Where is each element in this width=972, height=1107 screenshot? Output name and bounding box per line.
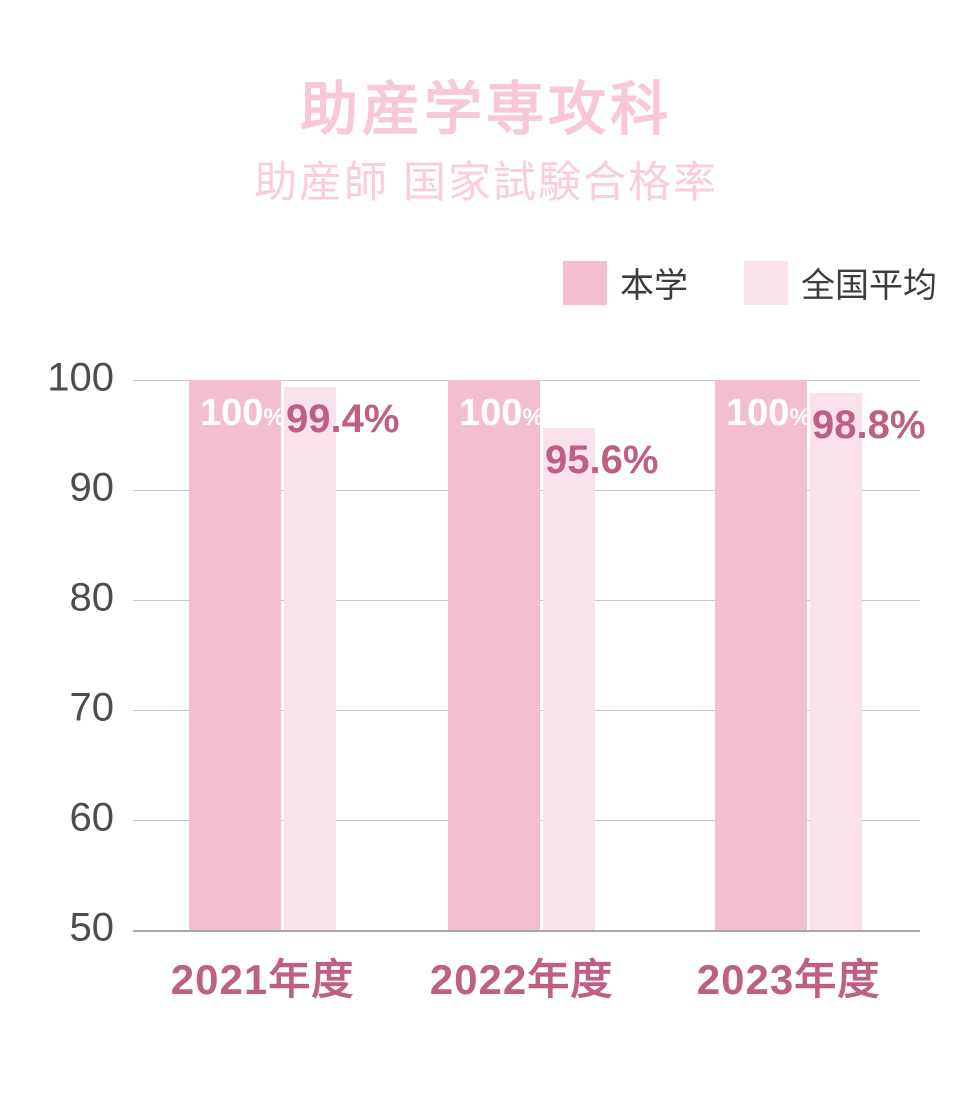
bar-value-main-2021年度: 100% [200,392,285,434]
bar-value-sub-2022年度: 95.6% [545,438,659,483]
x-axis-label-2022年度: 2022年度 [429,956,614,1003]
y-axis-tick-100: 100 [47,355,114,400]
y-axis-tick-60: 60 [69,795,115,840]
y-axis-tick-50: 50 [69,905,115,950]
legend-item-honbaku: 本学 [563,258,688,307]
legend-swatch-national-average [744,260,788,305]
bar-value-sub-2023年度: 98.8% [812,403,926,448]
bar-value-sub-2021年度: 99.4% [286,396,400,441]
bar-main-2021年度 [189,380,281,930]
legend: 本学 全国平均 [563,258,937,307]
y-axis-tick-90: 90 [69,465,115,510]
x-axis-label-2021年度: 2021年度 [170,956,355,1003]
bar-value-main-2023年度: 100% [726,392,811,434]
bar-sub-2022年度 [543,428,595,930]
bar-sub-2023年度 [810,393,862,930]
x-axis-label-2023年度: 2023年度 [696,956,881,1003]
bar-sub-2021年度 [284,386,336,930]
chart-title: 助産学専攻科 [299,77,672,142]
bar-main-2023年度 [715,380,807,930]
y-axis-tick-80: 80 [69,575,115,620]
legend-swatch-honbaku [563,260,607,305]
chart-subtitle: 助産師 国家試験合格率 [254,159,718,207]
gridline-y-50 [133,930,920,932]
legend-item-national-average: 全国平均 [744,258,937,307]
bar-value-main-2022年度: 100% [459,392,544,434]
bar-main-2022年度 [448,380,540,930]
y-axis-tick-70: 70 [69,685,115,730]
legend-label-national-average: 全国平均 [801,267,937,305]
legend-label-honbaku: 本学 [620,267,688,305]
